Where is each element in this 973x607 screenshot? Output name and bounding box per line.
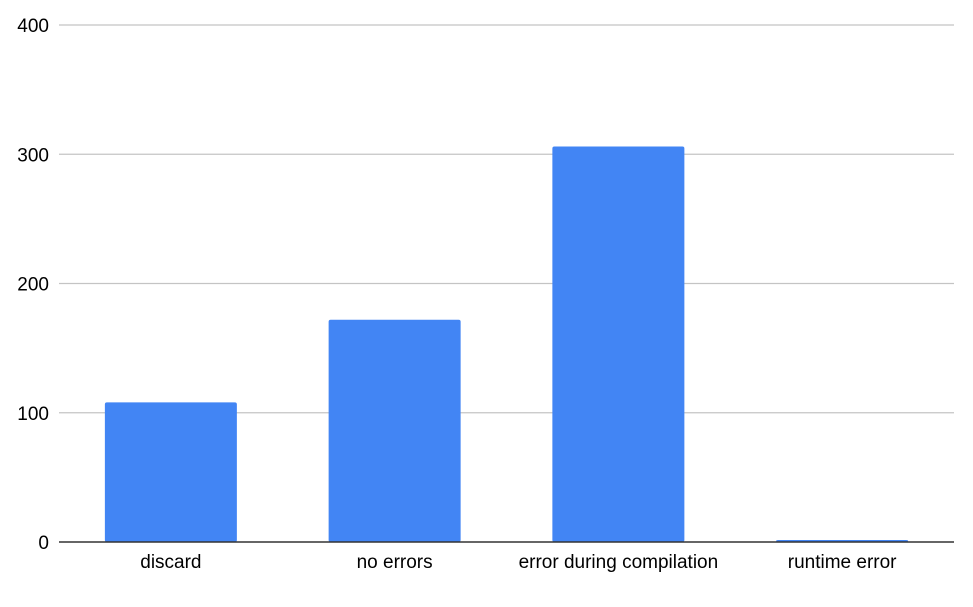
y-tick-labels: 0 100 200 300 400 <box>17 16 49 554</box>
bar-0 <box>104 402 237 542</box>
x-tick-label: error during compilation <box>519 552 719 573</box>
bar-1 <box>328 319 461 542</box>
y-tick-label: 200 <box>17 275 49 296</box>
x-tick-labels: discard no errors error during compilation… <box>140 552 897 573</box>
gridlines <box>59 24 954 414</box>
y-tick-label: 400 <box>17 16 49 37</box>
x-tick-label: discard <box>140 552 201 573</box>
bar-2 <box>552 146 685 542</box>
y-tick-label: 300 <box>17 145 49 166</box>
y-tick-label: 0 <box>38 533 49 554</box>
bars <box>104 146 909 542</box>
x-tick-label: runtime error <box>788 552 897 573</box>
x-tick-label: no errors <box>357 552 433 573</box>
y-tick-label: 100 <box>17 404 49 425</box>
